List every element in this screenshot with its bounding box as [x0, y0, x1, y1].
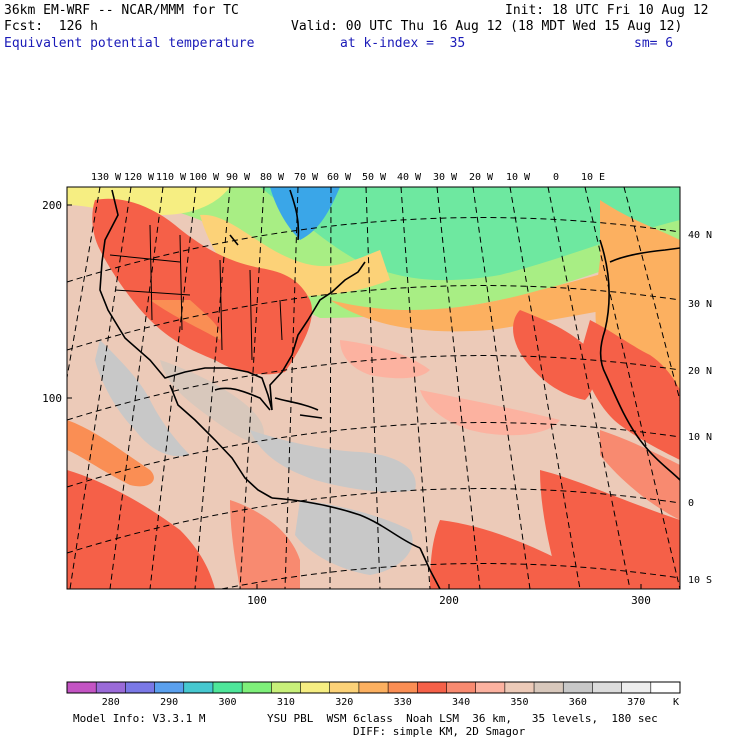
colorbar-label: 320: [335, 697, 353, 708]
colorbar-swatch: [621, 682, 652, 693]
meridian-line: [400, 187, 431, 589]
colorbar-swatch: [96, 682, 126, 693]
colorbar-label: 370: [627, 697, 645, 708]
level-index: at k-index = 35: [340, 36, 466, 51]
colorbar-frame: [66, 681, 681, 694]
meridian-line: [436, 187, 481, 589]
parallel-line: [219, 563, 680, 589]
field-shading: [67, 187, 680, 589]
latitude-labels: 40 N 30 N 20 N 10 N 0 10 S: [688, 230, 712, 586]
meridian-line: [109, 187, 164, 589]
colorbar-swatch: [329, 682, 360, 693]
forecast-hour: Fcst: 126 h: [4, 19, 98, 34]
colorbar-label: 280: [102, 697, 120, 708]
latitude-label: 30 N: [688, 299, 712, 310]
model-info: Model Info: V3.3.1 M: [73, 712, 206, 725]
longitude-label: 20 W: [469, 172, 494, 183]
parallel-line: [67, 422, 680, 488]
grid-y-label: 100: [42, 392, 62, 405]
latitude-label: 0: [688, 498, 694, 509]
map-frame: [66, 186, 681, 590]
colorbar-units: K: [673, 697, 679, 708]
longitude-label: 10 E: [581, 172, 605, 183]
longitude-label: 30 W: [433, 172, 458, 183]
longitude-label: 0: [553, 172, 559, 183]
meridian-line: [509, 187, 581, 589]
colorbar-swatch: [592, 682, 623, 693]
colorbar-label: 340: [452, 697, 470, 708]
longitude-label: 120 W: [124, 172, 155, 183]
longitude-label: 110 W: [156, 172, 187, 183]
graticule: [67, 187, 680, 589]
parallel-line: [67, 355, 680, 421]
grid-x-label: 200: [439, 594, 459, 607]
colorbar-swatch: [563, 682, 593, 693]
colorbar-swatch: [242, 682, 272, 693]
diffusion-info: DIFF: simple KM, 2D Smagor: [353, 725, 526, 738]
meridian-line: [284, 187, 299, 589]
colorbar-swatch: [300, 682, 331, 693]
latitude-label: 10 S: [688, 575, 712, 586]
grid-x-label: 100: [247, 594, 267, 607]
parallel-line: [67, 285, 680, 351]
colorbar-swatch: [388, 682, 418, 693]
colorbar-label: 290: [160, 697, 178, 708]
grid-x-label: 300: [631, 594, 651, 607]
longitude-labels: 130 W 120 W 110 W 100 W 90 W 80 W 70 W 60 W 50 W…: [91, 172, 605, 183]
latitude-label: 10 N: [688, 432, 712, 443]
colorbar-swatch: [475, 682, 506, 693]
colorbar-label: 360: [569, 697, 587, 708]
init-time: Init: 18 UTC Fri 10 Aug 12: [505, 3, 709, 18]
colorbar-label: 310: [277, 697, 295, 708]
colorbar-label: 350: [510, 697, 528, 708]
model-title: 36km EM-WRF -- NCAR/MMM for TC: [4, 3, 239, 18]
longitude-label: 70 W: [294, 172, 319, 183]
colorbar-swatch: [271, 682, 302, 693]
physics-info: YSU PBL WSM 6class Noah LSM 36 km, 35 le…: [267, 712, 658, 725]
colorbar-label: 300: [219, 697, 237, 708]
longitude-label: 10 W: [506, 172, 531, 183]
meridian-line: [329, 187, 332, 589]
longitude-label: 100 W: [189, 172, 220, 183]
colorbar-swatch: [446, 682, 477, 693]
longitude-label: 80 W: [260, 172, 285, 183]
grid-y-label: 200: [42, 199, 62, 212]
parallel-line: [67, 217, 680, 283]
colorbar-swatch: [125, 682, 156, 693]
colorbar: 280 290 300 310 320 330 340 350 360 370 K: [66, 681, 681, 708]
field-name: Equivalent potential temperature: [4, 36, 255, 51]
meridian-line: [194, 187, 231, 589]
colorbar-swatch: [67, 682, 97, 693]
meridian-line: [149, 187, 197, 589]
longitude-label: 60 W: [327, 172, 352, 183]
colorbar-swatch: [358, 682, 389, 693]
meridian-line: [547, 187, 631, 589]
latitude-label: 40 N: [688, 230, 712, 241]
colorbar-swatch: [417, 682, 447, 693]
longitude-label: 90 W: [226, 172, 251, 183]
meridian-line: [67, 187, 101, 381]
meridian-line: [472, 187, 531, 589]
colorbar-swatch: [534, 682, 564, 693]
meridian-line: [365, 187, 381, 589]
colorbar-swatch: [212, 682, 243, 693]
meridian-line: [239, 187, 265, 589]
meridian-line: [69, 187, 132, 589]
colorbar-swatch: [183, 682, 214, 693]
meridian-line: [584, 187, 680, 589]
colorbar-swatch: [504, 682, 535, 693]
colorbar-swatch: [154, 682, 185, 693]
smoothing-value: sm= 6: [634, 36, 674, 51]
longitude-label: 130 W: [91, 172, 122, 183]
coastlines: [99, 189, 680, 589]
colorbar-label: 330: [394, 697, 412, 708]
colorbar-swatch: [650, 682, 681, 693]
longitude-label: 50 W: [362, 172, 387, 183]
valid-time: Valid: 00 UTC Thu 16 Aug 12 (18 MDT Wed …: [291, 19, 683, 34]
latitude-label: 20 N: [688, 366, 712, 377]
parallel-line: [67, 488, 680, 554]
longitude-label: 40 W: [397, 172, 422, 183]
grid-index-labels: 200 100 100 200 300: [42, 199, 651, 607]
